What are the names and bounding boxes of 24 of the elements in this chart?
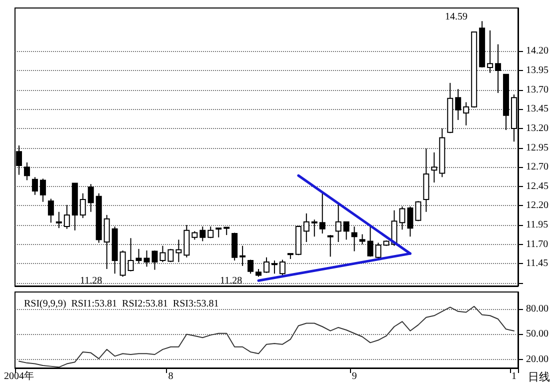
x-tick-label: 1 [512, 371, 517, 382]
annotation: 11.28 [80, 276, 102, 286]
text: 日线 [528, 370, 550, 384]
y-tick-label: 11.70 [526, 238, 548, 250]
y-tick-label: 11.95 [526, 219, 548, 230]
y-tick-label: 11.45 [526, 258, 548, 270]
x-tick-label: 2004年 [4, 370, 34, 382]
x-tick-label: 9 [352, 371, 357, 382]
y-tick-label: 12.20 [526, 200, 548, 212]
y-tick-label: 12.70 [526, 162, 548, 173]
y-tick-label: 13.95 [526, 65, 548, 76]
y-tick-label: 13.45 [526, 104, 548, 115]
annotation: 14.59 [445, 12, 468, 22]
text: RSI(9,9,9) RSI1:53.81 RSI2:53.81 RSI3:53.81 [24, 298, 219, 310]
y-tick-label: 14.20 [526, 46, 548, 57]
y-tick-label: 13.70 [526, 84, 548, 96]
annotation: 11.28 [220, 276, 242, 286]
y-tick-label: 50.00 [526, 328, 548, 340]
y-tick-label: 80.00 [526, 303, 548, 314]
x-tick-label: 8 [168, 371, 174, 382]
y-tick-label: 20.00 [526, 354, 548, 366]
y-tick-label: 12.45 [526, 180, 548, 192]
y-tick-label: 13.20 [526, 122, 548, 134]
y-tick-label: 12.95 [526, 142, 548, 154]
